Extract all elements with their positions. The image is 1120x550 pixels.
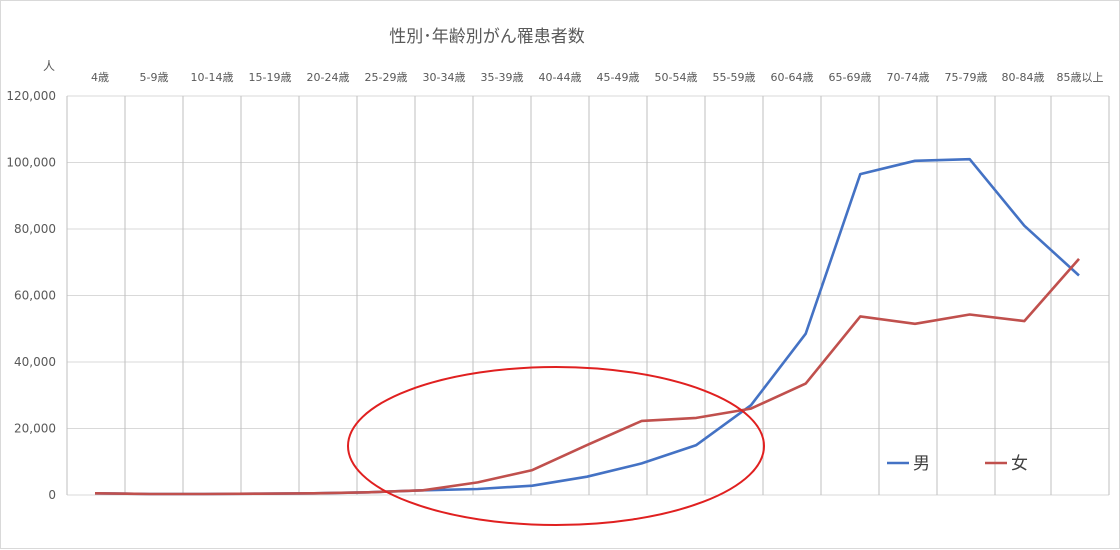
series-line	[95, 259, 1079, 494]
series-layer	[95, 159, 1079, 494]
x-tick-label: 65-69歳	[829, 71, 872, 84]
x-tick-label: 20-24歳	[307, 71, 350, 84]
x-tick-label: 5-9歳	[140, 71, 169, 84]
x-tick-label: 70-74歳	[887, 71, 930, 84]
x-tick-label: 4歳	[91, 71, 109, 84]
y-tick-label: 20,000	[14, 422, 56, 436]
legend-label: 男	[913, 454, 930, 474]
legend-label: 女	[1011, 454, 1028, 474]
x-tick-label: 15-19歳	[249, 71, 292, 84]
y-axis-unit-label: 人	[43, 59, 55, 73]
chart-title: 性別･年齢別がん罹患者数	[389, 27, 585, 47]
annotation-layer	[348, 367, 764, 525]
x-tick-label: 80-84歳	[1002, 71, 1045, 84]
x-tick-label: 50-54歳	[655, 71, 698, 84]
x-tick-label: 85歳以上	[1057, 71, 1104, 84]
legend: 男女	[887, 454, 1028, 474]
y-tick-label: 40,000	[14, 355, 56, 369]
horizontal-gridlines	[67, 96, 1109, 495]
highlight-ellipse	[348, 367, 764, 525]
x-tick-label: 75-79歳	[945, 71, 988, 84]
y-tick-label: 0	[48, 488, 56, 502]
x-axis-tick-labels: 4歳 5-9歳 10-14歳 15-19歳 20-24歳 25-29歳 30-34歳 35-3…	[91, 71, 1104, 84]
y-tick-label: 80,000	[14, 222, 56, 236]
y-tick-label: 100,000	[6, 156, 56, 170]
x-tick-label: 45-49歳	[597, 71, 640, 84]
x-tick-label: 35-39歳	[481, 71, 524, 84]
y-axis-tick-labels: 0 20,000 40,000 60,000 80,000 100,000 120,000	[6, 89, 56, 502]
x-tick-label: 40-44歳	[539, 71, 582, 84]
x-tick-label: 10-14歳	[191, 71, 234, 84]
y-tick-label: 60,000	[14, 289, 56, 303]
y-tick-label: 120,000	[6, 89, 56, 103]
x-tick-label: 25-29歳	[365, 71, 408, 84]
series-女	[95, 259, 1079, 494]
x-tick-label: 60-64歳	[771, 71, 814, 84]
x-tick-label: 55-59歳	[713, 71, 756, 84]
x-tick-label: 30-34歳	[423, 71, 466, 84]
